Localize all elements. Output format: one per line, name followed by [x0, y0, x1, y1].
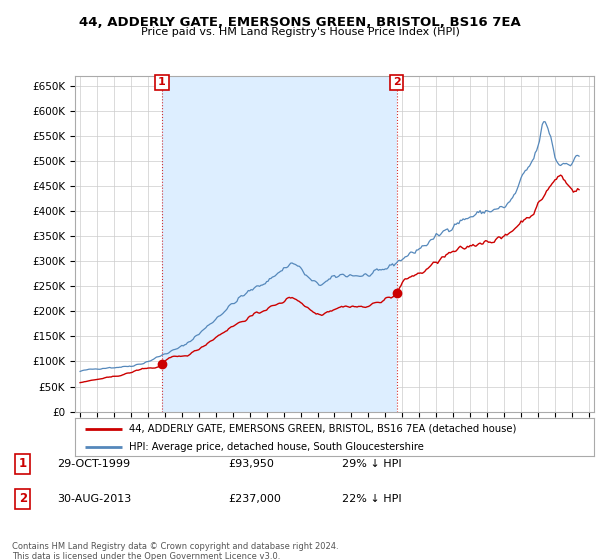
Text: 22% ↓ HPI: 22% ↓ HPI	[342, 494, 401, 504]
Bar	[162, 76, 397, 412]
Text: HPI: Average price, detached house, South Gloucestershire: HPI: Average price, detached house, Sout…	[130, 442, 424, 452]
Text: 2: 2	[393, 77, 401, 87]
Text: 1: 1	[158, 77, 166, 87]
Text: £93,950: £93,950	[228, 459, 274, 469]
Text: 29% ↓ HPI: 29% ↓ HPI	[342, 459, 401, 469]
Text: 44, ADDERLY GATE, EMERSONS GREEN, BRISTOL, BS16 7EA: 44, ADDERLY GATE, EMERSONS GREEN, BRISTO…	[79, 16, 521, 29]
Text: 1: 1	[19, 457, 27, 470]
Text: 2: 2	[19, 492, 27, 506]
Text: 29-OCT-1999: 29-OCT-1999	[57, 459, 130, 469]
Text: Contains HM Land Registry data © Crown copyright and database right 2024.
This d: Contains HM Land Registry data © Crown c…	[12, 542, 338, 560]
Text: £237,000: £237,000	[228, 494, 281, 504]
Text: 44, ADDERLY GATE, EMERSONS GREEN, BRISTOL, BS16 7EA (detached house): 44, ADDERLY GATE, EMERSONS GREEN, BRISTO…	[130, 424, 517, 434]
Text: Price paid vs. HM Land Registry's House Price Index (HPI): Price paid vs. HM Land Registry's House …	[140, 27, 460, 37]
Text: 30-AUG-2013: 30-AUG-2013	[57, 494, 131, 504]
